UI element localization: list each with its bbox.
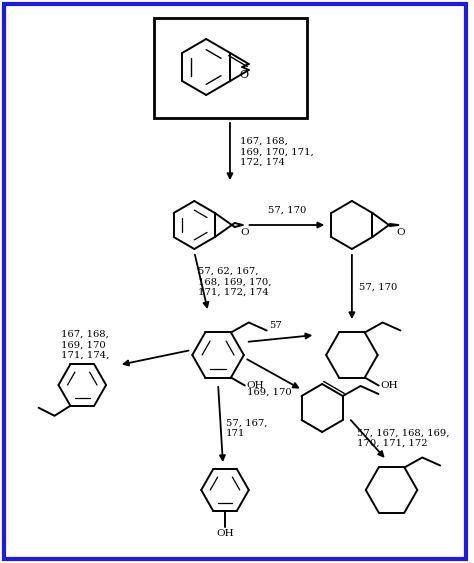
Text: OH: OH xyxy=(247,381,264,390)
Text: 57, 167, 168, 169,
170, 171, 172: 57, 167, 168, 169, 170, 171, 172 xyxy=(357,428,449,448)
Text: 57, 167,
171: 57, 167, 171 xyxy=(226,418,267,437)
Bar xyxy=(154,18,307,118)
Text: OH: OH xyxy=(216,529,234,538)
Text: 57: 57 xyxy=(269,321,282,330)
Text: 57, 170: 57, 170 xyxy=(268,206,306,215)
Text: 57, 62, 167,
168, 169, 170,
171, 172, 174: 57, 62, 167, 168, 169, 170, 171, 172, 17… xyxy=(198,267,272,297)
Text: 167, 168,
169, 170
171, 174,: 167, 168, 169, 170 171, 174, xyxy=(62,330,110,360)
Text: O: O xyxy=(396,228,405,237)
Text: 167, 168,
169, 170, 171,
172, 174: 167, 168, 169, 170, 171, 172, 174 xyxy=(240,137,314,167)
Text: OH: OH xyxy=(381,381,398,390)
Text: O: O xyxy=(240,228,249,237)
Text: 57, 170: 57, 170 xyxy=(359,283,397,292)
Text: O: O xyxy=(240,70,249,80)
Text: 169, 170: 169, 170 xyxy=(247,388,292,397)
